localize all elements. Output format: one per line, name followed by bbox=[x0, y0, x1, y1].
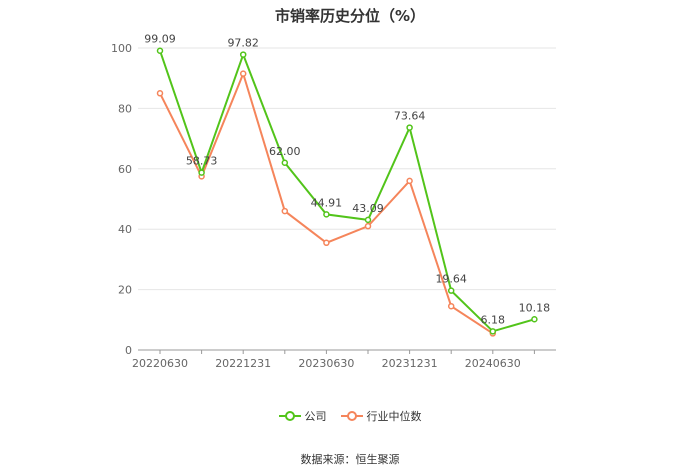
data-point-0 bbox=[323, 211, 330, 218]
data-label: 19.64 bbox=[435, 273, 467, 286]
y-tick-label: 80 bbox=[118, 102, 132, 115]
data-point-1 bbox=[364, 222, 372, 230]
x-tick-label: 20231231 bbox=[382, 357, 438, 370]
data-label: 10.18 bbox=[519, 301, 551, 314]
data-point-0 bbox=[198, 169, 205, 176]
data-point-0 bbox=[239, 51, 247, 58]
data-label: 99.09 bbox=[144, 33, 176, 46]
legend-swatch-industry-median bbox=[340, 411, 363, 421]
x-tick-label: 20220630 bbox=[132, 357, 188, 370]
data-point-0 bbox=[406, 124, 413, 131]
series-layer bbox=[156, 47, 538, 337]
legend: 公司 行业中位数 bbox=[0, 408, 700, 424]
data-label: 58.73 bbox=[186, 155, 218, 168]
y-tick-label: 60 bbox=[118, 163, 132, 176]
data-source: 数据来源：恒生聚源 bbox=[300, 453, 400, 466]
data-point-1 bbox=[447, 302, 455, 310]
data-point-0 bbox=[281, 159, 289, 167]
data-point-1 bbox=[406, 177, 413, 185]
x-tick-label: 20240630 bbox=[465, 357, 521, 370]
data-point-0 bbox=[156, 47, 164, 54]
data-label-layer: 99.09 58.73 97.82 62.00 44.91 43.09 73.64 19.64… bbox=[144, 33, 550, 327]
legend-item-company[interactable]: 公司 bbox=[278, 408, 327, 424]
grid-layer bbox=[138, 47, 556, 291]
x-tick-label: 20230630 bbox=[298, 357, 354, 370]
data-label: 44.91 bbox=[311, 196, 343, 209]
y-tick-label: 40 bbox=[118, 223, 132, 236]
data-label: 62.00 bbox=[269, 145, 301, 158]
data-point-1 bbox=[281, 207, 289, 215]
legend-label-company: 公司 bbox=[304, 410, 327, 423]
data-point-0 bbox=[489, 328, 497, 335]
y-tick-label: 0 bbox=[125, 344, 132, 357]
data-point-0 bbox=[531, 316, 538, 323]
y-tick-label: 100 bbox=[111, 42, 132, 55]
series-line-0 bbox=[159, 50, 535, 333]
data-label: 73.64 bbox=[394, 110, 426, 123]
data-point-1 bbox=[323, 239, 330, 247]
data-point-0 bbox=[364, 216, 372, 224]
data-point-0 bbox=[447, 287, 455, 294]
legend-item-industry-median[interactable]: 行业中位数 bbox=[340, 408, 422, 424]
axis-layer: 0 20 40 60 80 100 20220630 20221231 20230630 2023… bbox=[111, 42, 556, 370]
data-label: 6.18 bbox=[481, 313, 506, 326]
data-point-1 bbox=[156, 90, 164, 97]
data-point-1 bbox=[239, 70, 247, 77]
legend-swatch-company bbox=[278, 411, 301, 421]
y-tick-label: 20 bbox=[118, 284, 132, 297]
legend-label-industry-median: 行业中位数 bbox=[366, 410, 422, 423]
chart-title: 市销率历史分位（%） bbox=[274, 7, 426, 25]
data-label: 97.82 bbox=[227, 37, 259, 50]
x-tick-label: 20221231 bbox=[215, 357, 271, 370]
data-label: 43.09 bbox=[352, 202, 384, 215]
